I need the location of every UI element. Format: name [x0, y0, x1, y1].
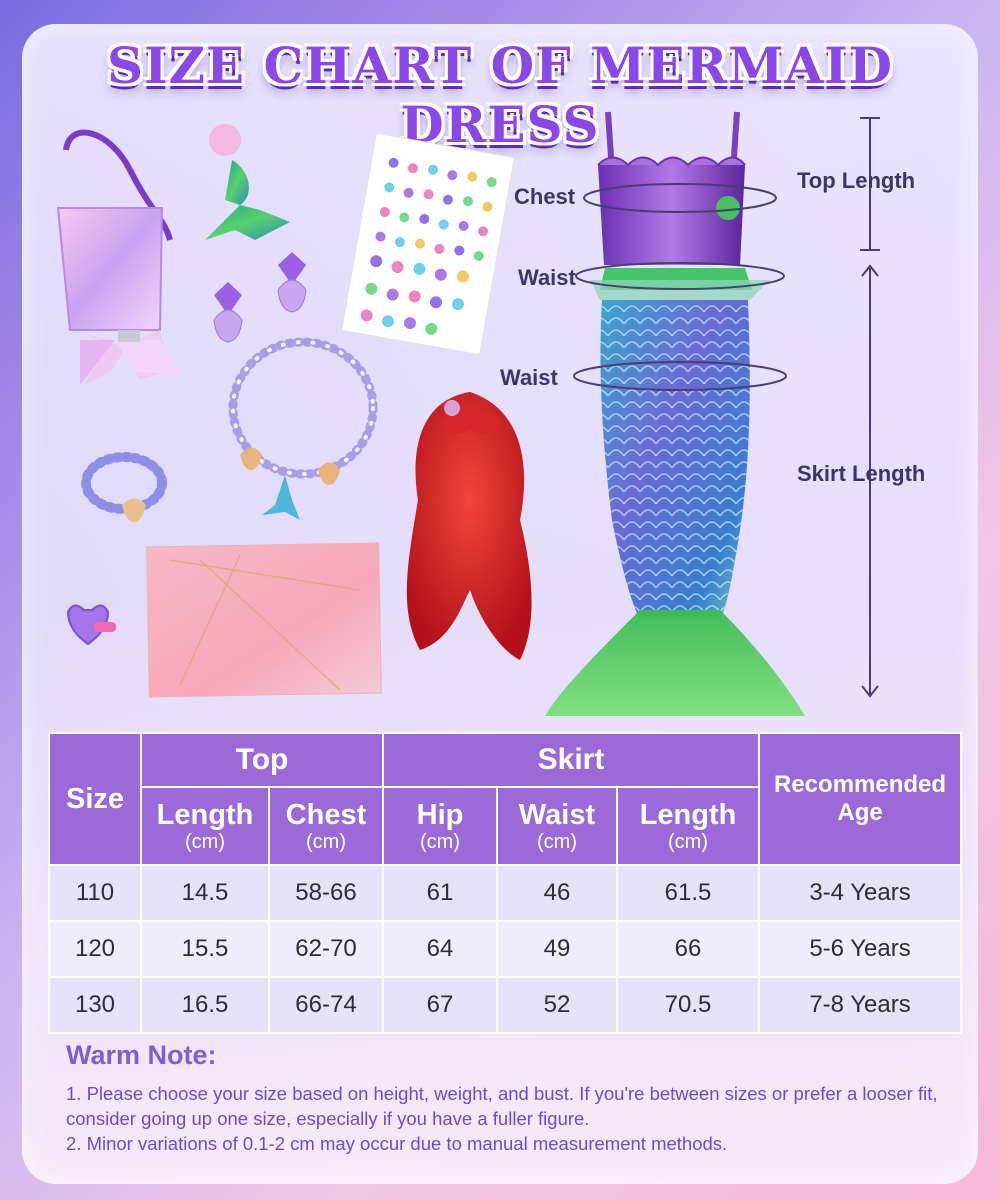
dress-skirt-image: [545, 268, 805, 716]
warm-note: Warm Note: 1. Please choose your size ba…: [66, 1040, 946, 1156]
top-waist-label: Waist: [518, 265, 576, 290]
gift-card-image: [146, 542, 382, 698]
hip-cell: 64: [382, 920, 498, 978]
skirt-length-cell: 61.5: [615, 864, 761, 922]
chest-cell: 62-70: [268, 920, 384, 978]
size-table: Size Top Skirt Recommended Age Length (cm…: [48, 732, 963, 1034]
top-group-header: Top: [140, 732, 384, 788]
wig-image: [406, 392, 532, 660]
hip-waist-label: Waist: [500, 365, 558, 390]
table-row: 130 16.5 66-74 67 52 70.5 7-8 Years: [48, 976, 963, 1034]
note-title: Warm Note:: [66, 1040, 217, 1070]
note-line-1: 1. Please choose your size based on heig…: [66, 1083, 938, 1129]
hip-cell: 67: [382, 976, 498, 1034]
measurement-guides: [573, 117, 880, 698]
top-length-cell: 14.5: [140, 864, 270, 922]
product-illustration-area: [56, 111, 880, 716]
size-header: Size: [48, 732, 142, 866]
size-cell: 110: [48, 864, 142, 922]
ring-image: [66, 604, 116, 646]
skirt-length-cell: 66: [615, 920, 761, 978]
col-header-skirt-length: Length (cm): [615, 786, 761, 866]
necklace-image: [228, 337, 378, 520]
top-length-label: Top Length: [797, 168, 916, 193]
gem-sticker-sheet-image: [341, 132, 515, 356]
hip-cell: 61: [382, 864, 498, 922]
note-line-2: 2. Minor variations of 0.1-2 cm may occu…: [66, 1133, 728, 1154]
dress-top-image: [597, 111, 746, 265]
table-row: 110 14.5 58-66 61 46 61.5 3-4 Years: [48, 864, 963, 922]
top-length-cell: 16.5: [140, 976, 270, 1034]
chest-cell: 58-66: [268, 864, 384, 922]
hair-clip-image: [205, 124, 290, 240]
page-title: SIZE CHART OF MERMAID DRESS: [107, 36, 893, 154]
sequin-bag-image: [56, 129, 182, 385]
skirt-group-header: Skirt: [381, 732, 761, 788]
earrings-image: [213, 252, 307, 343]
skirt-length-cell: 70.5: [615, 976, 761, 1034]
chest-cell: 66-74: [268, 976, 384, 1034]
age-header: Recommended Age: [758, 732, 963, 866]
bracelet-image: [81, 452, 167, 522]
top-length-cell: 15.5: [140, 920, 270, 978]
skirt-length-label: Skirt Length: [797, 461, 926, 486]
table-row: 120 15.5 62-70 64 49 66 5-6 Years: [48, 920, 963, 978]
age-cell: 7-8 Years: [758, 976, 963, 1034]
col-header-waist: Waist (cm): [496, 786, 618, 866]
age-cell: 5-6 Years: [758, 920, 963, 978]
waist-cell: 52: [496, 976, 618, 1034]
col-header-top-length: Length (cm): [140, 786, 270, 866]
col-header-chest: Chest (cm): [268, 786, 384, 866]
waist-cell: 49: [496, 920, 618, 978]
size-cell: 130: [48, 976, 142, 1034]
col-header-hip: Hip (cm): [382, 786, 498, 866]
chest-label: Chest: [514, 184, 576, 209]
waist-cell: 46: [496, 864, 618, 922]
size-cell: 120: [48, 920, 142, 978]
age-cell: 3-4 Years: [758, 864, 963, 922]
